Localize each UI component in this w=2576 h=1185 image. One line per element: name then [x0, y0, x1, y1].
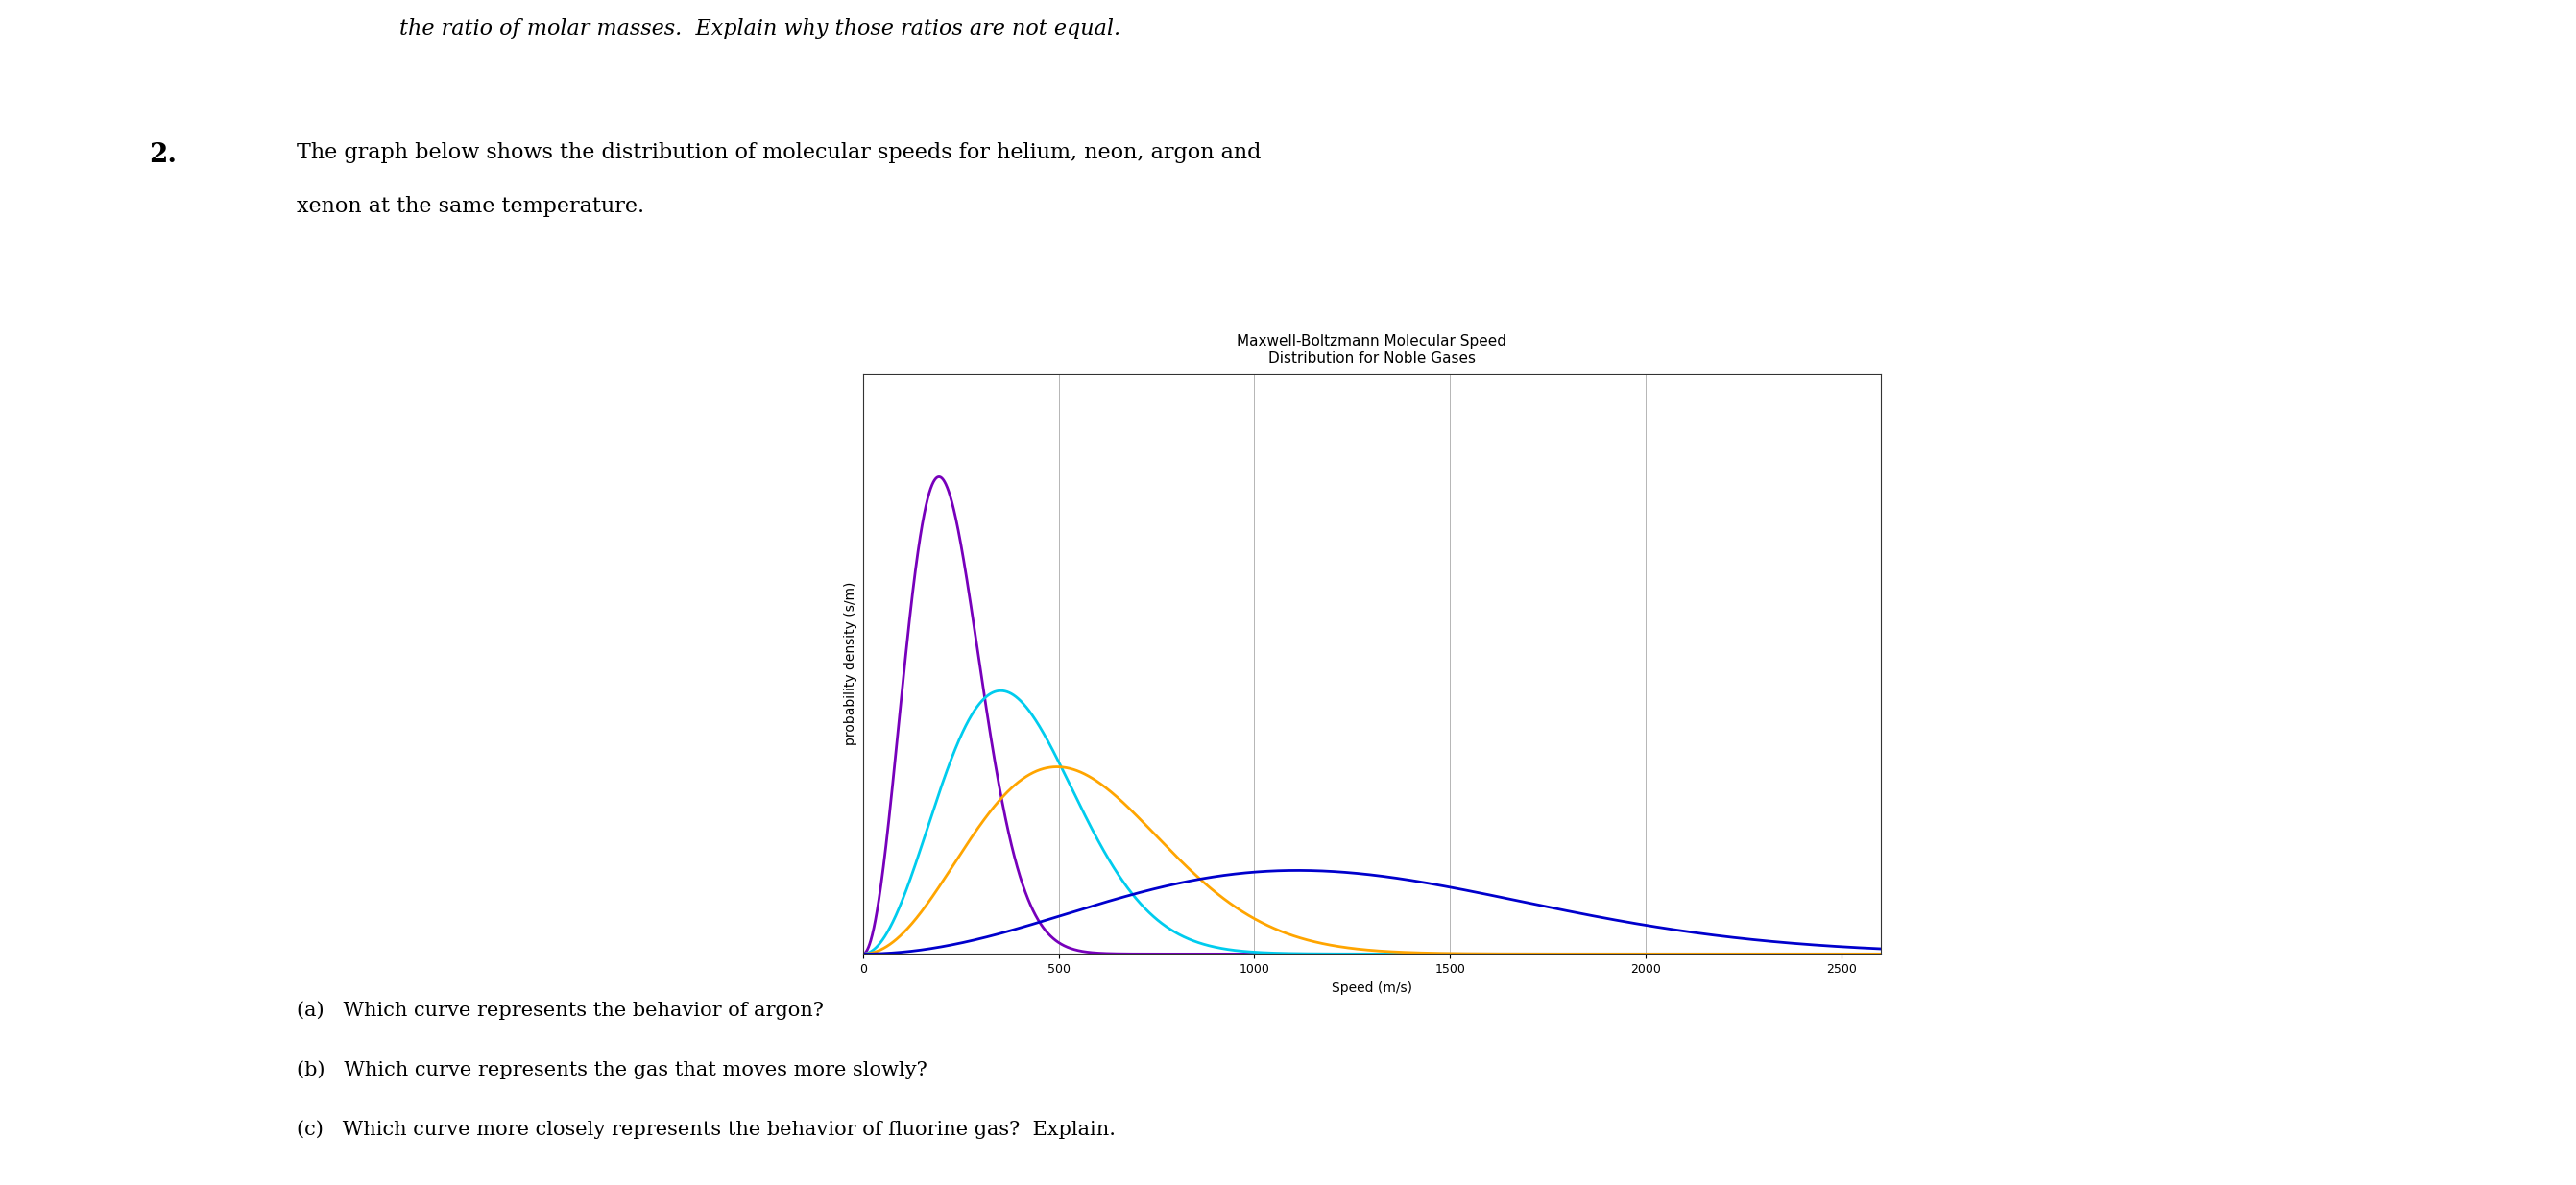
X-axis label: Speed (m/s): Speed (m/s) — [1332, 981, 1412, 994]
Text: the ratio of molar masses.  Explain why those ratios are not equal.: the ratio of molar masses. Explain why t… — [399, 18, 1121, 39]
Text: 2.: 2. — [149, 142, 178, 168]
Text: xenon at the same temperature.: xenon at the same temperature. — [296, 196, 644, 217]
Title: Maxwell-Boltzmann Molecular Speed
Distribution for Noble Gases: Maxwell-Boltzmann Molecular Speed Distri… — [1236, 334, 1507, 365]
Text: (a)   Which curve represents the behavior of argon?: (a) Which curve represents the behavior … — [296, 1001, 824, 1020]
Text: (b)   Which curve represents the gas that moves more slowly?: (b) Which curve represents the gas that … — [296, 1061, 927, 1080]
Y-axis label: probability density (s/m): probability density (s/m) — [845, 582, 858, 745]
Text: (c)   Which curve more closely represents the behavior of fluorine gas?  Explain: (c) Which curve more closely represents … — [296, 1120, 1115, 1139]
Text: The graph below shows the distribution of molecular speeds for helium, neon, arg: The graph below shows the distribution o… — [296, 142, 1260, 164]
